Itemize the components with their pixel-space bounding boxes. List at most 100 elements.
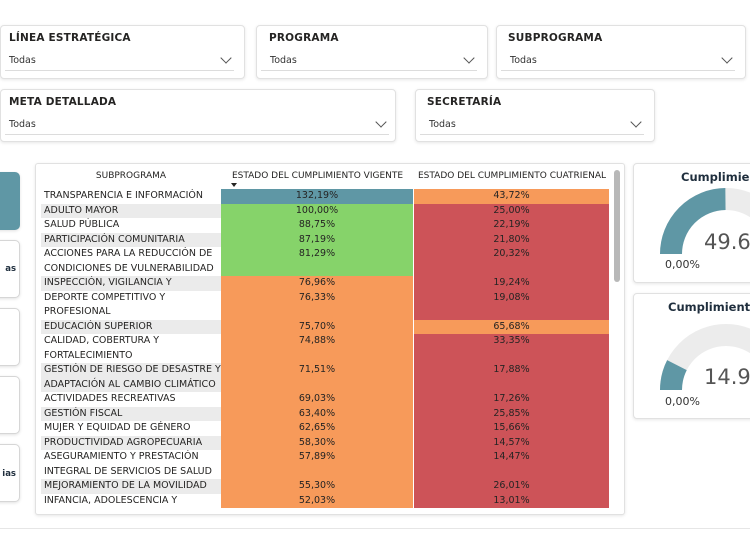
header-cumplimiento-vigente[interactable]: ESTADO DEL CUMPLIMIENTO VIGENTE	[231, 171, 404, 181]
table-row[interactable]: GESTIÓN FISCAL 63,40% 25,85%	[41, 406, 613, 421]
scrollbar[interactable]	[613, 167, 621, 511]
cell-subprograma: ADULTO MAYOR	[41, 203, 221, 218]
cell-cumplimiento-vigente: 132,19%	[221, 189, 414, 204]
table-row[interactable]: ACCIONES PARA LA REDUCCIÓN DE CONDICIONE…	[41, 247, 613, 276]
cell-cumplimiento-cuatrienal: 22,19%	[414, 218, 610, 233]
table-row[interactable]: PARTICIPACIÓN COMUNITARIA 87,19% 21,80%	[41, 232, 613, 247]
gauge-fill	[660, 188, 727, 255]
cell-subprograma: TRANSPARENCIA E INFORMACIÓN	[41, 189, 221, 204]
table-row[interactable]: PRODUCTIVIDAD AGROPECUARIA 58,30% 14,57%	[41, 435, 613, 450]
cell-subprograma: DEPORTE COMPETITIVO Y PROFESIONAL	[41, 290, 221, 320]
table-header: SUBPROGRAMA ESTADO DEL CUMPLIMIENTO VIGE…	[41, 164, 613, 189]
header-cumplimiento-cuatrienal[interactable]: ESTADO DEL CUMPLIMIENTO CUATRIENAL	[417, 171, 607, 181]
slicer-linea-estrategica: LÍNEA ESTRATÉGICA Todas	[0, 25, 245, 79]
dropdown-value: Todas	[510, 55, 537, 66]
programa-dropdown[interactable]: Todas	[261, 51, 477, 71]
cell-subprograma: INFANCIA, ADOLESCENCIA Y	[41, 493, 221, 508]
cell-cumplimiento-vigente: 63,40%	[221, 406, 414, 421]
slicer-title: LÍNEA ESTRATÉGICA	[9, 32, 131, 44]
scrollbar-thumb[interactable]	[614, 170, 620, 282]
table-row[interactable]: INSPECCIÓN, VIGILANCIA Y CONTROL76,96%19…	[41, 276, 613, 291]
header-subprograma[interactable]: SUBPROGRAMA	[95, 171, 167, 181]
kpi-value: 49.68	[704, 230, 750, 254]
table-row[interactable]: ADULTO MAYOR 100,00% 25,00%	[41, 203, 613, 218]
cell-cumplimiento-cuatrienal: 25,00%	[414, 203, 610, 218]
nav-button-label: ias	[2, 469, 16, 479]
cell-cumplimiento-vigente: 76,96%	[221, 276, 414, 291]
dropdown-value: Todas	[9, 119, 36, 130]
cell-subprograma: ASEGURAMIENTO Y PRESTACIÓN INTEGRAL DE S…	[41, 450, 221, 479]
linea-estrategica-dropdown[interactable]: Todas	[5, 51, 234, 71]
nav-button-1[interactable]	[0, 172, 20, 230]
cell-cumplimiento-vigente: 69,03%	[221, 392, 414, 407]
sort-descending-icon	[231, 183, 237, 187]
cell-cumplimiento-cuatrienal: 21,80%	[414, 232, 610, 247]
nav-button-3[interactable]	[0, 308, 20, 366]
table-row[interactable]: ACTIVIDADES RECREATIVAS 69,03% 17,26%	[41, 392, 613, 407]
kpi-min-label: 0,00%	[665, 395, 700, 408]
slicer-title: META DETALLADA	[9, 96, 117, 108]
cell-subprograma: GESTIÓN DE RIESGO DE DESASTRE Y ADAPTACI…	[41, 363, 221, 392]
chevron-down-icon	[220, 52, 232, 64]
cell-cumplimiento-vigente: 52,03%	[221, 493, 414, 508]
kpi-card-cumplimiento-cuatrienal: Cumplimiento t 14.93 0,00%	[633, 293, 750, 419]
subprograma-table: SUBPROGRAMA ESTADO DEL CUMPLIMIENTO VIGE…	[35, 163, 625, 515]
cell-cumplimiento-cuatrienal: 13,01%	[414, 493, 610, 508]
table-row[interactable]: SALUD PÚBLICA 88,75% 22,19%	[41, 218, 613, 233]
cell-cumplimiento-vigente: 75,70%	[221, 319, 414, 334]
cell-cumplimiento-cuatrienal: 15,66%	[414, 421, 610, 436]
table-row[interactable]: DEPORTE COMPETITIVO Y PROFESIONAL 76,33% 1…	[41, 290, 613, 320]
kpi-title: Cumplimiento	[681, 170, 750, 184]
cell-cumplimiento-cuatrienal: 26,01%	[414, 479, 610, 494]
cell-subprograma: CALIDAD, COBERTURA Y FORTALECIMIENTO	[41, 334, 221, 363]
cell-subprograma: ACTIVIDADES RECREATIVAS	[41, 392, 221, 407]
cell-subprograma: ACCIONES PARA LA REDUCCIÓN DE CONDICIONE…	[41, 247, 221, 276]
cell-cumplimiento-cuatrienal: 17,26%	[414, 392, 610, 407]
gauge-chart	[660, 324, 750, 391]
slicer-secretaria: SECRETARÍA Todas	[415, 89, 655, 142]
cell-cumplimiento-vigente: 57,89%	[221, 450, 414, 479]
kpi-card-cumplimiento-vigente: Cumplimiento 49.68 0,00%	[633, 163, 750, 283]
table-row[interactable]: GESTIÓN DE RIESGO DE DESASTRE Y ADAPTACI…	[41, 363, 613, 392]
nav-button-2[interactable]: as	[0, 240, 20, 298]
cell-cumplimiento-vigente: 76,33%	[221, 290, 414, 320]
table-row[interactable]: TRANSPARENCIA E INFORMACIÓN 132,19% 43,72%	[41, 189, 613, 204]
cell-cumplimiento-cuatrienal: 14,57%	[414, 435, 610, 450]
kpi-value: 14.93	[704, 365, 750, 389]
cell-cumplimiento-vigente: 88,75%	[221, 218, 414, 233]
slicer-title: PROGRAMA	[269, 32, 339, 44]
cell-cumplimiento-cuatrienal: 19,08%	[414, 290, 610, 320]
nav-button-5[interactable]: ias	[0, 444, 20, 502]
cell-cumplimiento-cuatrienal: 25,85%	[414, 406, 610, 421]
cell-cumplimiento-cuatrienal: 65,68%	[414, 319, 610, 334]
nav-button-label: as	[5, 264, 16, 274]
nav-button-4[interactable]	[0, 376, 20, 434]
table-row[interactable]: CALIDAD, COBERTURA Y FORTALECIMIENTO 74,8…	[41, 334, 613, 363]
chevron-down-icon	[375, 116, 387, 128]
dropdown-value: Todas	[429, 119, 456, 130]
kpi-title: Cumplimiento t	[668, 300, 750, 314]
meta-detallada-dropdown[interactable]: Todas	[5, 115, 389, 135]
cell-cumplimiento-cuatrienal: 33,35%	[414, 334, 610, 363]
cell-cumplimiento-cuatrienal: 17,88%	[414, 363, 610, 392]
dropdown-value: Todas	[9, 55, 36, 66]
cell-subprograma: MUJER Y EQUIDAD DE GÉNERO	[41, 421, 221, 436]
cell-cumplimiento-vigente: 87,19%	[221, 232, 414, 247]
cell-cumplimiento-cuatrienal: 14,47%	[414, 450, 610, 479]
secretaria-dropdown[interactable]: Todas	[420, 115, 644, 135]
cell-cumplimiento-vigente: 58,30%	[221, 435, 414, 450]
cell-cumplimiento-vigente: 71,51%	[221, 363, 414, 392]
gauge-chart	[660, 188, 750, 255]
table-row[interactable]: EDUCACIÓN SUPERIOR 75,70% 65,68%	[41, 319, 613, 334]
subprograma-dropdown[interactable]: Todas	[501, 51, 735, 71]
slicer-subprograma: SUBPROGRAMA Todas	[496, 25, 746, 79]
table-row[interactable]: ASEGURAMIENTO Y PRESTACIÓN INTEGRAL DE S…	[41, 450, 613, 479]
cell-cumplimiento-vigente: 74,88%	[221, 334, 414, 363]
cell-subprograma: PRODUCTIVIDAD AGROPECUARIA	[41, 435, 221, 450]
table-row[interactable]: MEJORAMIENTO DE LA MOVILIDAD 55,30% 26,01%	[41, 479, 613, 494]
table-row[interactable]: INFANCIA, ADOLESCENCIA Y 52,03% 13,01%	[41, 493, 613, 508]
table-row[interactable]: MUJER Y EQUIDAD DE GÉNERO 62,65% 15,66%	[41, 421, 613, 436]
slicer-meta-detallada: META DETALLADA Todas	[0, 89, 396, 142]
cell-subprograma: GESTIÓN FISCAL	[41, 406, 221, 421]
cell-cumplimiento-cuatrienal: 19,24%	[414, 276, 610, 291]
